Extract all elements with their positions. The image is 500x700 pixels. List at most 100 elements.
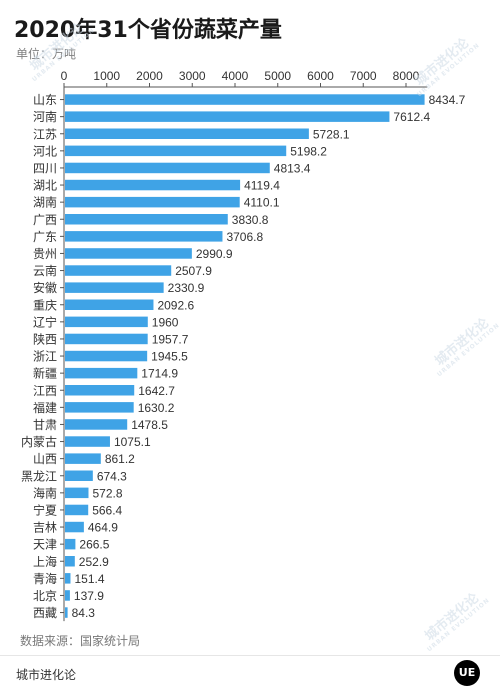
bar (65, 350, 148, 362)
data-label: 1642.7 (138, 384, 175, 398)
data-label: 4110.1 (244, 196, 280, 210)
x-tick-label: 7000 (350, 69, 377, 83)
bar (65, 590, 70, 601)
data-label: 674.3 (97, 469, 127, 483)
x-tick-label: 0 (61, 69, 68, 83)
category-label: 安徽 (33, 280, 57, 295)
data-label: 3706.8 (226, 230, 263, 244)
bar (65, 521, 84, 533)
x-tick-label: 1000 (93, 69, 120, 83)
data-label: 266.5 (79, 538, 109, 552)
data-label: 252.9 (79, 555, 109, 569)
data-label: 2507.9 (175, 264, 212, 278)
data-label: 7612.4 (393, 110, 430, 124)
data-label: 2330.9 (168, 281, 205, 295)
category-label: 四川 (33, 161, 57, 175)
brand-name: 城市进化论 (16, 668, 77, 682)
data-label: 1630.2 (138, 401, 175, 415)
data-label: 2990.9 (196, 247, 233, 261)
x-tick-label: 8000 (393, 69, 420, 83)
category-label: 辽宁 (33, 314, 57, 329)
bar (65, 94, 425, 105)
data-label: 572.8 (92, 486, 122, 500)
x-tick-label: 6000 (307, 69, 334, 83)
category-label: 江西 (33, 384, 57, 398)
data-label: 1714.9 (141, 367, 178, 381)
category-label: 河北 (33, 144, 57, 158)
category-label: 云南 (33, 263, 57, 278)
x-tick-label: 3000 (179, 69, 206, 83)
data-label: 2092.6 (157, 298, 194, 312)
bar (65, 538, 76, 550)
category-label: 浙江 (33, 350, 57, 364)
category-label: 西藏 (33, 606, 57, 620)
data-label: 151.4 (74, 572, 104, 586)
chart-title: 2020年31个省份蔬菜产量 (14, 18, 282, 43)
category-label: 新疆 (33, 366, 57, 381)
category-label: 河南 (33, 109, 57, 124)
x-tick-label: 4000 (222, 69, 249, 83)
data-label: 4813.4 (274, 161, 311, 175)
category-label: 甘肃 (33, 418, 57, 432)
category-label: 广西 (33, 213, 57, 227)
category-label: 广东 (33, 230, 57, 244)
category-label: 黑龙江 (21, 469, 57, 483)
bar (65, 436, 110, 447)
data-label: 1075.1 (114, 435, 151, 449)
bar (65, 265, 172, 276)
bar (65, 128, 309, 139)
data-label: 1478.5 (131, 418, 168, 432)
data-label: 1945.5 (151, 350, 188, 364)
bar (65, 470, 93, 481)
bar (65, 367, 138, 379)
data-source: 数据来源：国家统计局 (20, 634, 141, 648)
bar (65, 385, 135, 396)
data-label: 1960 (152, 315, 179, 329)
bar (65, 453, 101, 464)
bar (65, 504, 89, 516)
x-tick-label: 2000 (136, 69, 163, 83)
data-label: 84.3 (72, 606, 96, 620)
category-label: 山西 (33, 452, 57, 466)
bar (65, 487, 89, 499)
category-label: 天津 (33, 538, 57, 552)
data-label: 137.9 (74, 589, 104, 603)
bar (65, 111, 390, 122)
data-label: 3830.8 (232, 213, 269, 227)
category-label: 宁夏 (33, 502, 57, 517)
bar (65, 573, 71, 584)
bar (65, 214, 228, 225)
data-label: 566.4 (92, 503, 122, 517)
bar (65, 282, 164, 293)
data-label: 8434.7 (429, 93, 466, 107)
data-label: 861.2 (105, 452, 135, 466)
category-label: 贵州 (33, 247, 57, 261)
bar (65, 419, 128, 430)
brand-logo-icon: UE (454, 660, 480, 686)
category-label: 陕西 (33, 331, 57, 346)
bar (65, 607, 68, 618)
data-label: 5198.2 (290, 144, 327, 158)
data-label: 1957.7 (152, 332, 189, 346)
category-label: 上海 (33, 554, 57, 569)
bar (65, 162, 270, 174)
footer-divider (0, 655, 500, 656)
category-label: 江苏 (33, 127, 57, 141)
category-label: 内蒙古 (21, 434, 57, 449)
category-label: 福建 (33, 400, 57, 415)
category-label: 湖北 (33, 178, 57, 193)
bar (65, 179, 241, 191)
bar (65, 556, 75, 567)
bar (65, 299, 154, 310)
category-label: 湖南 (33, 195, 57, 210)
category-label: 北京 (33, 589, 57, 603)
bar (65, 248, 192, 259)
category-label: 吉林 (33, 521, 57, 535)
unit-label: 单位：万吨 (16, 47, 77, 61)
x-tick-label: 5000 (264, 69, 291, 83)
data-label: 5728.1 (313, 127, 350, 141)
category-label: 海南 (33, 485, 57, 500)
category-label: 重庆 (33, 298, 57, 312)
bar (65, 333, 148, 345)
